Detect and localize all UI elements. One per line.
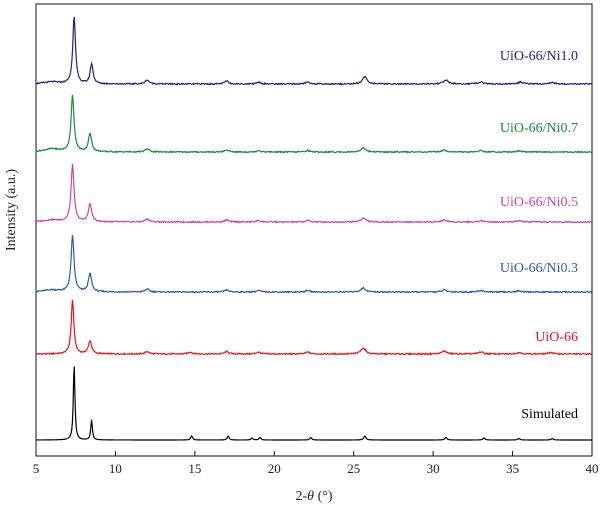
x-axis-title-prefix: 2-: [296, 489, 308, 504]
series-line-simulated: [35, 366, 592, 441]
series-label: UiO-66: [535, 330, 578, 345]
x-tick-label: 20: [268, 461, 281, 476]
x-axis-ticks: 5 10 15 20 25 30 35 40: [33, 451, 599, 476]
series-labels: Simulated UiO-66 UiO-66/Ni0.3 UiO-66/Ni0.5 U…: [500, 49, 578, 422]
x-axis-title: 2-θ (°): [296, 489, 333, 504]
series-label: UiO-66/Ni0.5: [500, 195, 578, 210]
y-axis-title: Intensity (a.u.): [4, 169, 19, 251]
x-tick-label: 40: [586, 461, 599, 476]
series-label: UiO-66/Ni0.7: [500, 121, 578, 136]
series-label: UiO-66/Ni0.3: [500, 261, 578, 276]
series-line-uio-66-ni1-0: [35, 16, 593, 86]
x-axis-title-variable: θ: [307, 489, 314, 504]
series-line-uio-66: [35, 299, 593, 356]
series-line-uio-66-ni0-7: [35, 94, 593, 154]
x-axis-title-suffix: (°): [314, 489, 333, 504]
x-tick-label: 30: [427, 461, 440, 476]
plot-frame: [35, 3, 593, 457]
series-label: Simulated: [521, 407, 578, 422]
series-label: UiO-66/Ni1.0: [500, 49, 578, 64]
x-tick-label: 25: [347, 461, 360, 476]
series-layer: [35, 16, 593, 441]
x-tick-label: 5: [33, 461, 40, 476]
x-tick-label: 10: [109, 461, 122, 476]
series-line-uio-66-ni0-5: [35, 163, 593, 224]
series-line-uio-66-ni0-3: [35, 235, 593, 294]
x-tick-label: 35: [506, 461, 519, 476]
x-tick-label: 15: [188, 461, 201, 476]
plot-area: Simulated UiO-66 UiO-66/Ni0.3 UiO-66/Ni0.5 U…: [33, 3, 599, 476]
